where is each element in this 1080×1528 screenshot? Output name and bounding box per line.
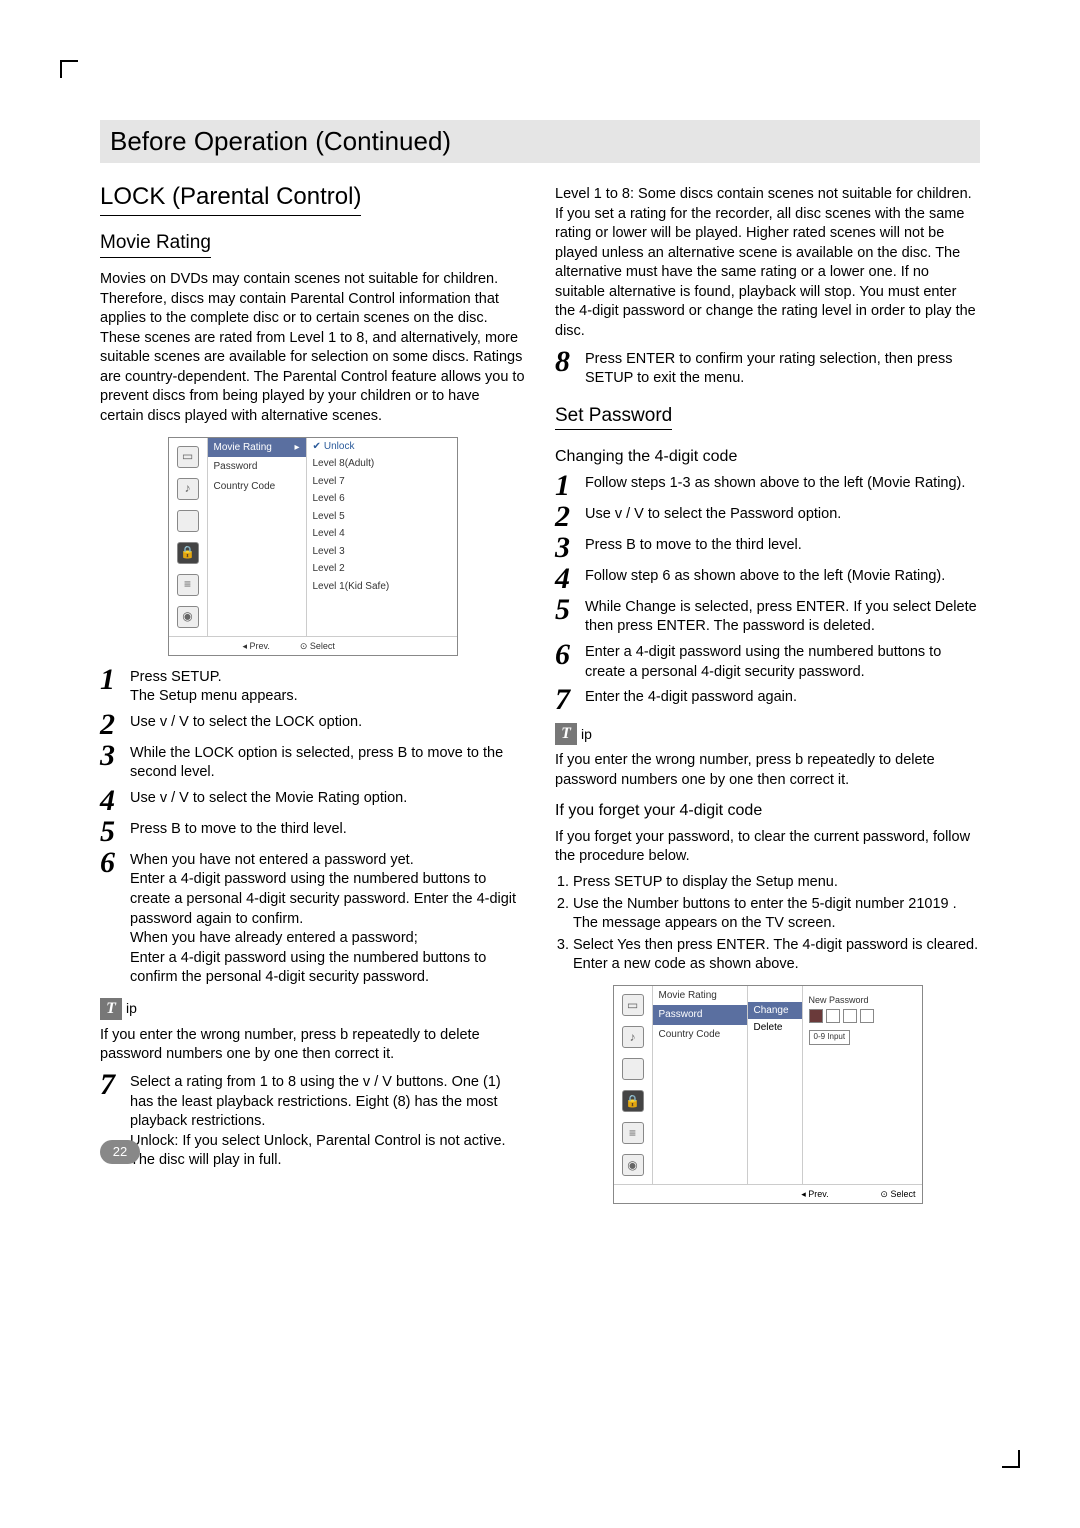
step-4: 4Use v / V to select the Movie Rating op… xyxy=(100,787,525,814)
tip-row: T ip xyxy=(100,998,525,1020)
step-8: 8Press ENTER to confirm your rating sele… xyxy=(555,348,980,389)
osd-prev-hint: ◂ Prev. xyxy=(243,640,270,652)
forget-intro: If you forget your password, to clear th… xyxy=(555,828,980,867)
forget-steps-list: Press SETUP to display the Setup menu. U… xyxy=(573,873,980,975)
bars-icon: ≡ xyxy=(177,574,199,596)
osd-level: Level 4 xyxy=(307,525,457,543)
left-column: LOCK (Parental Control) Movie Rating Mov… xyxy=(100,171,525,1214)
bars-icon: ≡ xyxy=(622,1122,644,1144)
step-3: 3While the LOCK option is selected, pres… xyxy=(100,742,525,783)
monitor-icon: ▭ xyxy=(622,994,644,1016)
page-number-badge: 22 xyxy=(100,1140,140,1164)
osd2-opt-change: Change xyxy=(748,1002,802,1020)
osd-level: Level 8(Adult) xyxy=(307,455,457,473)
tip-label: ip xyxy=(581,725,592,744)
speaker-icon: ♪ xyxy=(177,478,199,500)
pw-step-3: 3Press B to move to the third level. xyxy=(555,534,980,561)
input-hint: 0-9 Input xyxy=(809,1030,851,1045)
subheading-movie-rating: Movie Rating xyxy=(100,230,211,258)
page: Before Operation (Continued) LOCK (Paren… xyxy=(0,0,1080,1274)
osd2-prev-hint: ◂ Prev. xyxy=(801,1188,828,1200)
blank-icon xyxy=(177,510,199,532)
page-header: Before Operation (Continued) xyxy=(100,120,980,163)
osd-level: Level 6 xyxy=(307,490,457,508)
level-explanation: Level 1 to 8: Some discs contain scenes … xyxy=(555,185,980,342)
lock-icon: 🔒 xyxy=(177,542,199,564)
osd-menu-column: Movie Rating▸ Password Country Code xyxy=(207,438,307,636)
osd2-icon-rail: ▭ ♪ 🔒 ≡ ◉ xyxy=(614,986,652,1184)
osd-menu-selected: Movie Rating▸ xyxy=(208,438,306,458)
osd2-panel: New Password 0-9 Input xyxy=(802,986,922,1184)
osd-level: Level 1(Kid Safe) xyxy=(307,578,457,596)
crop-mark-br xyxy=(1002,1450,1020,1468)
step-1: 1Press SETUP. The Setup menu appears. xyxy=(100,666,525,707)
pw-step-4: 4Follow step 6 as shown above to the lef… xyxy=(555,565,980,592)
tip-text: If you enter the wrong number, press b r… xyxy=(100,1026,525,1065)
osd-level: ✔Unlock xyxy=(307,438,457,456)
subheading-forget-code: If you forget your 4-digit code xyxy=(555,800,980,822)
osd-level: Level 3 xyxy=(307,543,457,561)
pw-box xyxy=(860,1009,874,1023)
osd-movie-rating: ▭ ♪ 🔒 ≡ ◉ Movie Rating▸ Password Country… xyxy=(168,437,458,656)
two-column-layout: LOCK (Parental Control) Movie Rating Mov… xyxy=(100,171,980,1214)
osd2-footer: ◂ Prev. ⊙ Select xyxy=(614,1184,922,1203)
pw-step-6: 6Enter a 4-digit password using the numb… xyxy=(555,641,980,682)
intro-paragraph: Movies on DVDs may contain scenes not su… xyxy=(100,270,525,427)
forget-step: Select Yes then press ENTER. The 4-digit… xyxy=(573,936,980,975)
disc-icon: ◉ xyxy=(177,606,199,628)
step-6: 6When you have not entered a password ye… xyxy=(100,849,525,988)
osd-footer: ◂ Prev. ⊙ Select xyxy=(169,636,457,655)
osd-level: Level 2 xyxy=(307,560,457,578)
osd2-menu-column: Movie Rating Password Country Code xyxy=(652,986,747,1184)
osd-levels-column: ✔Unlock Level 8(Adult) Level 7 Level 6 L… xyxy=(307,438,457,636)
osd-password: ▭ ♪ 🔒 ≡ ◉ Movie Rating Password Country … xyxy=(613,985,923,1204)
osd2-opt-delete: Delete xyxy=(748,1019,802,1037)
right-column: Level 1 to 8: Some discs contain scenes … xyxy=(555,171,980,1214)
pw-step-5: 5While Change is selected, press ENTER. … xyxy=(555,596,980,637)
section-heading-lock: LOCK (Parental Control) xyxy=(100,181,361,216)
osd2-menu-item: Movie Rating xyxy=(653,986,747,1006)
blank-icon xyxy=(622,1058,644,1080)
osd-menu-item: Country Code xyxy=(208,477,306,497)
tip-text-right: If you enter the wrong number, press b r… xyxy=(555,751,980,790)
osd2-menu-selected: Password xyxy=(653,1005,747,1025)
osd2-panel-title: New Password xyxy=(809,994,916,1006)
osd-icon-rail: ▭ ♪ 🔒 ≡ ◉ xyxy=(169,438,207,636)
pw-box xyxy=(843,1009,857,1023)
osd-level: Level 7 xyxy=(307,473,457,491)
subheading-change-code: Changing the 4-digit code xyxy=(555,446,980,468)
step-2: 2Use v / V to select the LOCK option. xyxy=(100,711,525,738)
forget-step: Press SETUP to display the Setup menu. xyxy=(573,873,980,893)
pw-step-2: 2Use v / V to select the Password option… xyxy=(555,503,980,530)
tip-row-right: T ip xyxy=(555,723,980,745)
osd-select-hint: ⊙ Select xyxy=(300,640,335,652)
pw-box xyxy=(826,1009,840,1023)
pw-step-1: 1Follow steps 1-3 as shown above to the … xyxy=(555,472,980,499)
disc-icon: ◉ xyxy=(622,1154,644,1176)
step-5: 5Press B to move to the third level. xyxy=(100,818,525,845)
forget-step: Use the Number buttons to enter the 5-di… xyxy=(573,895,980,934)
lock-icon: 🔒 xyxy=(622,1090,644,1112)
osd2-menu-item: Country Code xyxy=(653,1025,747,1045)
osd-level: Level 5 xyxy=(307,508,457,526)
step-7: 7Select a rating from 1 to 8 using the v… xyxy=(100,1071,525,1171)
pw-box xyxy=(809,1009,823,1023)
tip-icon: T xyxy=(555,723,577,745)
osd-menu-item: Password xyxy=(208,457,306,477)
speaker-icon: ♪ xyxy=(622,1026,644,1048)
tip-icon: T xyxy=(100,998,122,1020)
pw-step-7: 7Enter the 4-digit password again. xyxy=(555,686,980,713)
monitor-icon: ▭ xyxy=(177,446,199,468)
osd2-option-column: Change Delete xyxy=(747,986,802,1184)
password-boxes xyxy=(809,1009,916,1023)
tip-label: ip xyxy=(126,999,137,1018)
osd2-select-hint: ⊙ Select xyxy=(880,1188,915,1200)
subheading-set-password: Set Password xyxy=(555,403,672,431)
